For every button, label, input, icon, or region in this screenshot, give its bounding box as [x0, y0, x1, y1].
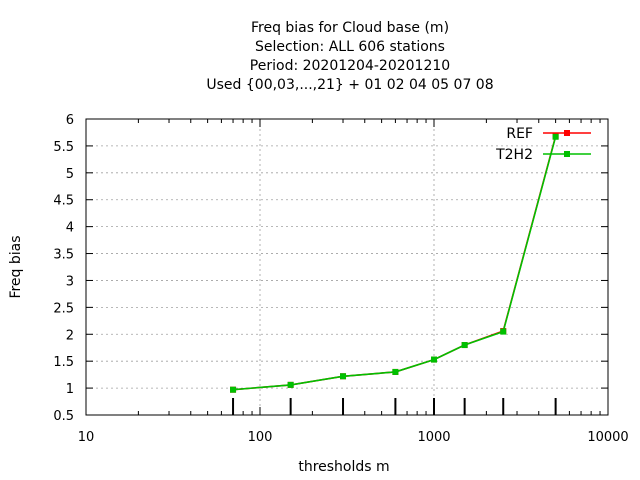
series-t2h2 [230, 133, 559, 393]
chart-title: Freq bias for Cloud base (m) Selection: A… [206, 20, 493, 93]
series-line [232, 135, 557, 391]
y-tick-labels: 0.5 1 1.5 2 2.5 3 3.5 4 4.5 5 5.5 6 [53, 113, 74, 424]
data-point [392, 368, 399, 375]
plot-frame [85, 118, 609, 416]
count-bars [232, 398, 557, 415]
y-tick-label: 1.5 [53, 355, 74, 370]
legend-swatch-marker [564, 151, 570, 157]
title-line-1: Freq bias for Cloud base (m) [251, 20, 449, 36]
legend-label: REF [506, 126, 533, 142]
y-axis-label: Freq bias [8, 235, 24, 298]
series-ref [230, 133, 559, 393]
axis-ticks [85, 118, 608, 416]
x-tick-label: 100 [248, 430, 273, 445]
title-line-3: Period: 20201204-20201210 [250, 58, 450, 74]
series-lines [230, 133, 559, 393]
y-tick-label: 4.5 [53, 194, 74, 209]
grid [86, 119, 608, 415]
title-line-4: Used {00,03,...,21} + 01 02 04 05 07 08 [206, 77, 493, 93]
y-tick-label: 4 [66, 221, 74, 236]
legend: REF T2H2 [495, 126, 591, 163]
legend-item-ref: REF [506, 126, 591, 142]
data-point [552, 133, 559, 140]
data-point [340, 373, 347, 380]
y-tick-label: 6 [66, 113, 74, 128]
y-tick-label: 5 [66, 167, 74, 182]
x-tick-label: 10000 [587, 430, 628, 445]
title-line-2: Selection: ALL 606 stations [255, 39, 445, 55]
x-tick-label: 10 [78, 430, 95, 445]
x-tick-labels: 10 100 1000 10000 [78, 430, 629, 445]
y-tick-label: 1 [66, 382, 74, 397]
y-tick-label: 2 [66, 328, 74, 343]
legend-swatch-marker [564, 130, 570, 136]
x-axis-label: thresholds m [298, 459, 389, 475]
data-point [431, 356, 437, 363]
legend-label: T2H2 [495, 147, 533, 163]
data-point [461, 342, 468, 349]
y-tick-label: 2.5 [53, 301, 74, 316]
legend-item-t2h2: T2H2 [495, 147, 591, 163]
data-point [230, 386, 237, 393]
y-tick-label: 3.5 [53, 248, 74, 263]
y-tick-label: 0.5 [53, 409, 74, 424]
x-tick-label: 1000 [417, 430, 450, 445]
series-line [232, 136, 557, 391]
data-point [287, 381, 294, 388]
y-tick-label: 5.5 [53, 140, 74, 155]
data-point [500, 328, 507, 335]
y-tick-label: 3 [66, 274, 74, 289]
